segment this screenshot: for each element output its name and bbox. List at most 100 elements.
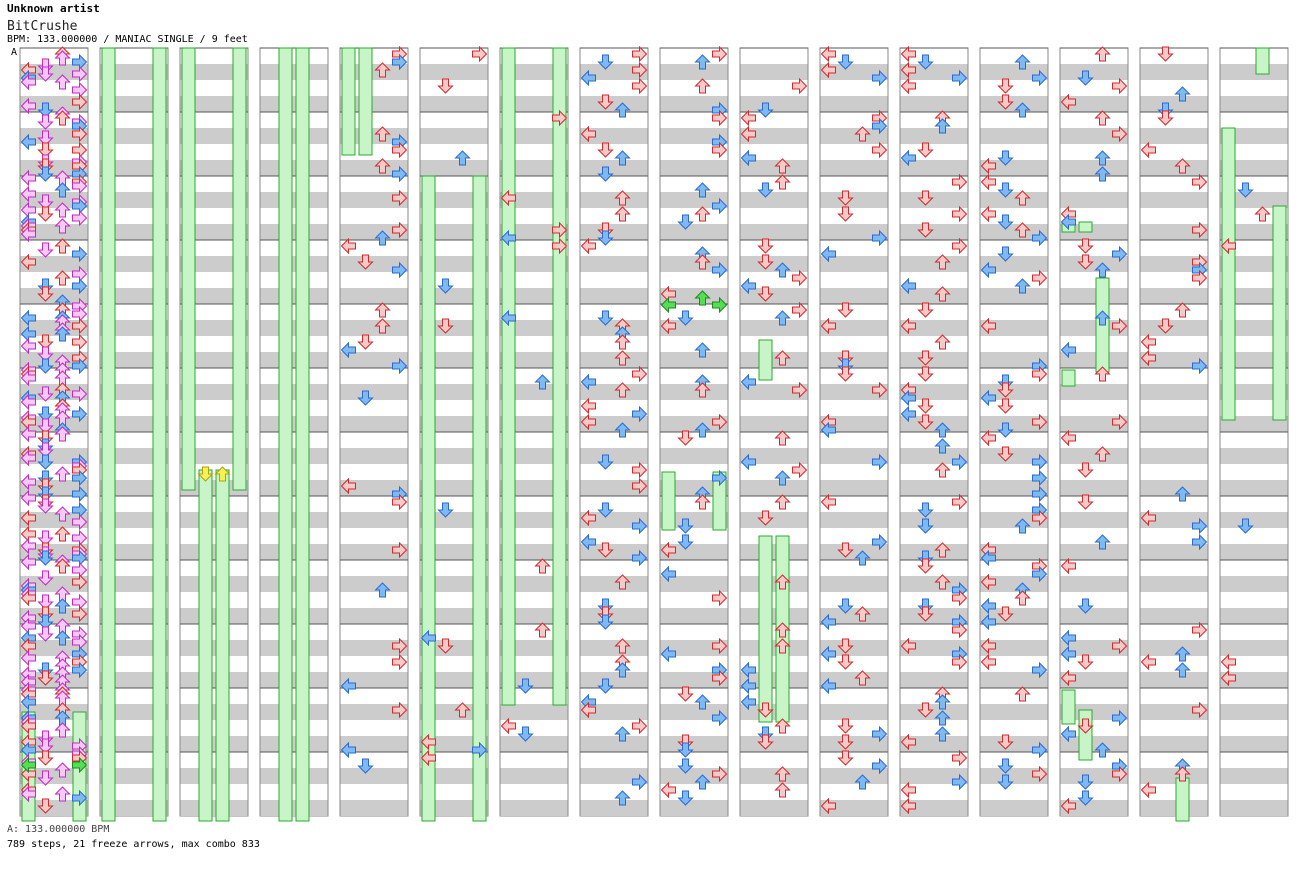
down-arrow (837, 598, 854, 614)
down-arrow (997, 94, 1014, 110)
beat-stripe (660, 512, 728, 528)
beat-stripe (740, 256, 808, 272)
beat-stripe (740, 512, 808, 528)
beat-stripe (660, 128, 728, 144)
beat-stripe (1140, 768, 1208, 784)
right-arrow (1192, 357, 1208, 375)
right-arrow (952, 749, 968, 767)
right-arrow (1192, 701, 1208, 719)
beat-stripe (1220, 640, 1288, 656)
up-arrow (934, 286, 951, 302)
down-arrow (917, 398, 934, 414)
left-arrow (740, 277, 756, 295)
left-arrow (980, 573, 996, 591)
beat-stripe (820, 224, 888, 240)
beat-stripe (260, 288, 328, 304)
beat-stripe (1060, 448, 1128, 464)
bpm-section-marker: A (11, 47, 18, 58)
right-arrow (1192, 221, 1208, 239)
beat-stripe (340, 416, 408, 432)
beat-stripe (1140, 160, 1208, 176)
beat-stripe (1220, 704, 1288, 720)
beat-stripe (20, 736, 88, 752)
up-arrow (694, 774, 711, 790)
right-arrow (72, 385, 88, 403)
up-arrow (534, 622, 551, 638)
left-arrow (980, 613, 996, 631)
up-arrow (374, 318, 391, 334)
freeze-arrow (215, 469, 230, 822)
beat-stripe (1220, 96, 1288, 112)
right-arrow (872, 533, 888, 551)
beat-stripe (820, 704, 888, 720)
left-arrow (340, 477, 356, 495)
left-arrow (500, 717, 516, 735)
down-arrow (37, 166, 54, 182)
freeze-arrow (198, 469, 213, 822)
beat-stripe (260, 800, 328, 816)
right-arrow (872, 229, 888, 247)
left-arrow (20, 649, 36, 667)
beat-stripe (1060, 480, 1128, 496)
right-arrow (72, 513, 88, 531)
left-arrow (1140, 781, 1156, 799)
down-arrow (757, 510, 774, 526)
up-arrow (614, 350, 631, 366)
down-arrow (1077, 494, 1094, 510)
beat-stripe (660, 224, 728, 240)
right-arrow (1112, 637, 1128, 655)
beat-stripe (580, 224, 648, 240)
beat-stripe (820, 448, 888, 464)
beat-stripe (260, 384, 328, 400)
freeze-arrow (421, 175, 436, 822)
beat-stripe (260, 224, 328, 240)
beat-stripe (500, 800, 568, 816)
beat-stripe (1140, 256, 1208, 272)
beat-stripe (980, 96, 1048, 112)
down-arrow (37, 194, 54, 210)
down-arrow (597, 502, 614, 518)
up-arrow (54, 110, 71, 126)
up-arrow (614, 638, 631, 654)
beat-stripe (1140, 736, 1208, 752)
left-arrow (20, 425, 36, 443)
down-arrow (677, 518, 694, 534)
beat-stripe (20, 192, 88, 208)
freeze-arrow (1061, 689, 1076, 725)
left-arrow (20, 717, 36, 735)
beat-stripe (980, 704, 1048, 720)
beat-stripe (1060, 544, 1128, 560)
beat-stripe (340, 224, 408, 240)
beat-stripe (660, 576, 728, 592)
down-arrow (917, 502, 934, 518)
down-arrow (917, 702, 934, 718)
beat-stripe (1060, 384, 1128, 400)
beat-stripe (20, 224, 88, 240)
beat-stripe (1220, 288, 1288, 304)
beat-stripe (580, 640, 648, 656)
right-arrow (72, 661, 88, 679)
beat-stripe (900, 608, 968, 624)
beat-stripe (260, 128, 328, 144)
right-arrow (1032, 565, 1048, 583)
beat-stripe (1140, 64, 1208, 80)
down-arrow (437, 638, 454, 654)
left-arrow (980, 173, 996, 191)
beat-stripe (20, 768, 88, 784)
beat-stripe (980, 768, 1048, 784)
up-arrow (54, 74, 71, 90)
up-arrow (1174, 766, 1191, 782)
beat-stripe (1220, 768, 1288, 784)
beat-stripe (100, 160, 168, 176)
beat-stripe (180, 320, 248, 336)
beat-stripe (1220, 192, 1288, 208)
beat-stripe (500, 704, 568, 720)
up-arrow (614, 382, 631, 398)
up-arrow (614, 190, 631, 206)
down-arrow (1157, 110, 1174, 126)
right-arrow (632, 477, 648, 495)
beat-stripe (660, 736, 728, 752)
beat-stripe (180, 416, 248, 432)
right-arrow (1032, 69, 1048, 87)
left-arrow (980, 389, 996, 407)
